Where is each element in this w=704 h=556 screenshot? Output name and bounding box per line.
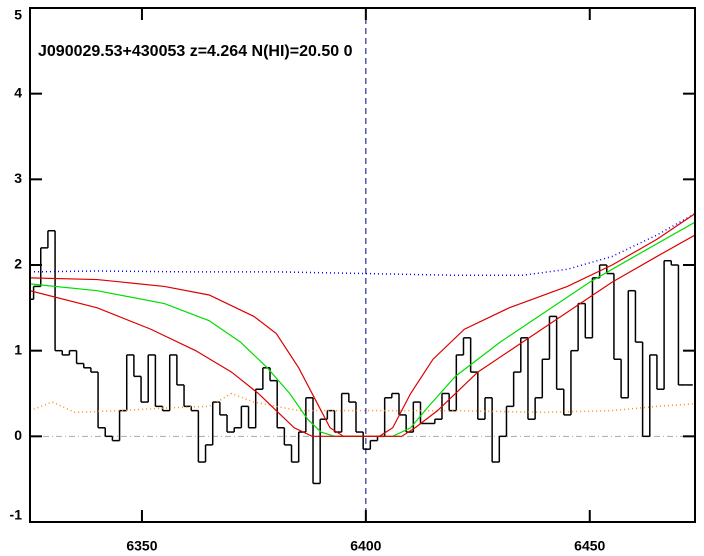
x-tick-label: 6400 (350, 538, 381, 554)
y-tick-label: 3 (14, 170, 22, 186)
model-curve (30, 221, 695, 437)
y-tick-label: 0 (14, 427, 22, 443)
plot (30, 8, 695, 522)
model-curve (30, 234, 695, 437)
y-tick-label: 2 (14, 256, 22, 272)
y-tick-label: 5 (14, 7, 22, 23)
dotted-curve (30, 392, 695, 414)
y-tick-label: 1 (14, 341, 22, 357)
dotted-curve (30, 212, 695, 277)
y-tick-label: 4 (14, 84, 22, 100)
chart-title: J090029.53+430053 z=4.264 N(HI)=20.50 0 (38, 43, 353, 60)
model-curve (30, 213, 695, 437)
x-tick-label: 6450 (574, 538, 605, 554)
y-tick-label: -1 (10, 507, 23, 523)
x-tick-label: 6350 (126, 538, 157, 554)
